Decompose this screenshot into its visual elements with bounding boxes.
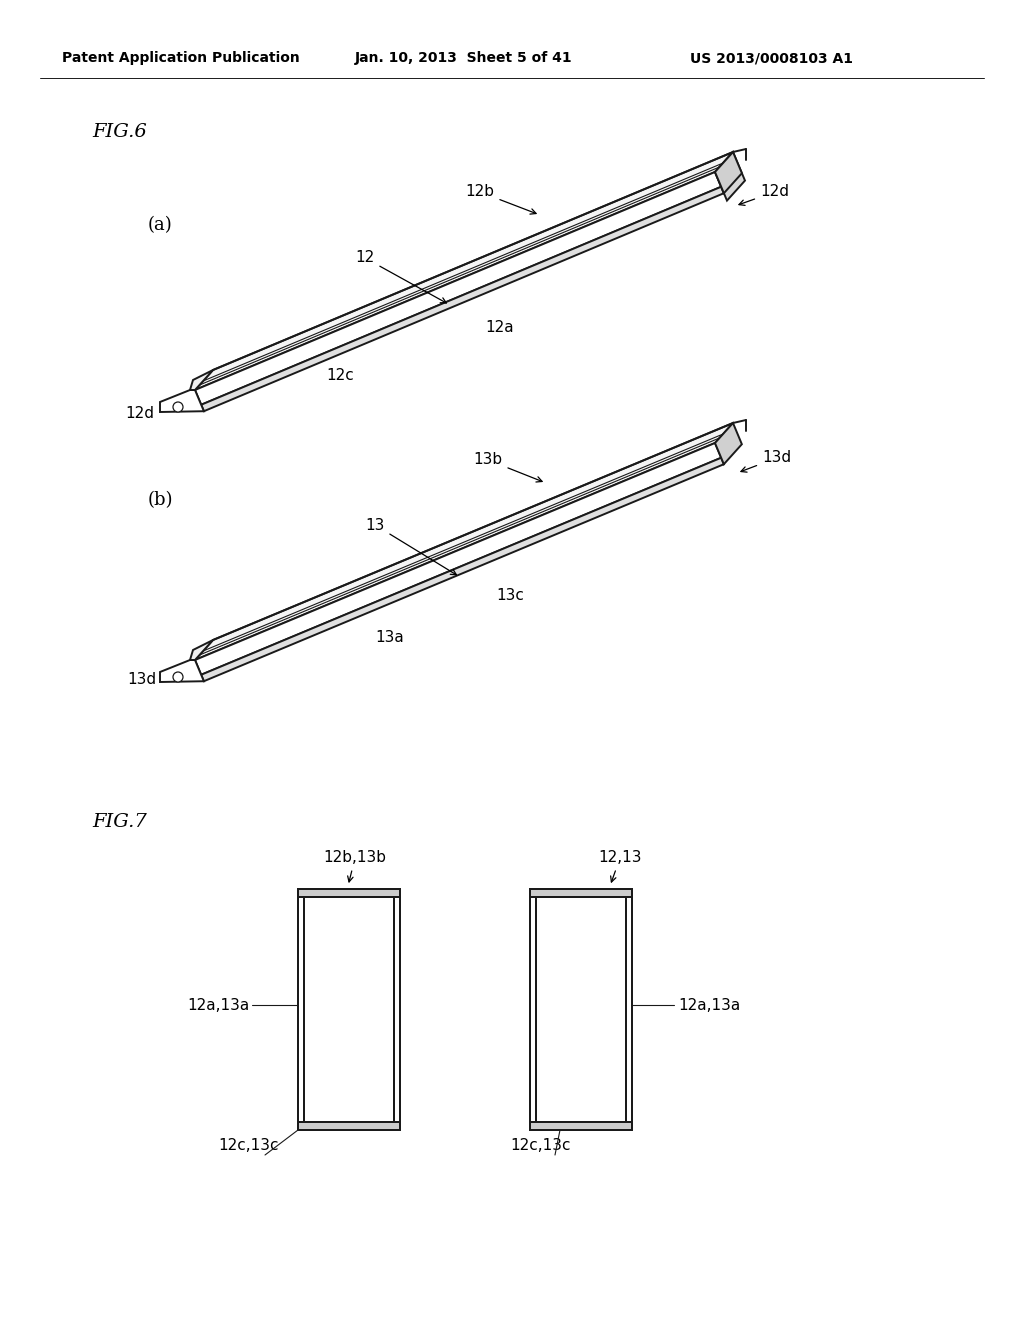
Text: 13: 13 — [366, 517, 457, 574]
Text: 12c,13c: 12c,13c — [510, 1138, 570, 1152]
Text: Patent Application Publication: Patent Application Publication — [62, 51, 300, 65]
Text: FIG.7: FIG.7 — [92, 813, 146, 832]
Text: Jan. 10, 2013  Sheet 5 of 41: Jan. 10, 2013 Sheet 5 of 41 — [355, 51, 572, 65]
Text: 13d: 13d — [127, 672, 157, 688]
Text: 12b,13b: 12b,13b — [324, 850, 386, 882]
Polygon shape — [715, 152, 742, 193]
Polygon shape — [298, 1122, 400, 1130]
Circle shape — [173, 403, 183, 412]
Text: FIG.6: FIG.6 — [92, 123, 146, 141]
Text: (b): (b) — [147, 491, 173, 510]
Polygon shape — [201, 186, 724, 412]
Polygon shape — [626, 898, 632, 1122]
Text: 12a,13a: 12a,13a — [678, 998, 740, 1012]
Text: 12b: 12b — [466, 185, 537, 214]
Text: US 2013/0008103 A1: US 2013/0008103 A1 — [690, 51, 853, 65]
Text: (a): (a) — [147, 216, 172, 234]
Text: 13c: 13c — [496, 587, 524, 602]
Polygon shape — [298, 898, 304, 1122]
Text: 12a,13a: 12a,13a — [187, 998, 250, 1012]
Polygon shape — [195, 152, 733, 389]
Polygon shape — [190, 370, 213, 389]
Polygon shape — [201, 458, 724, 681]
Polygon shape — [190, 640, 213, 660]
Polygon shape — [160, 389, 204, 412]
Text: 13d: 13d — [741, 450, 792, 473]
Polygon shape — [298, 888, 400, 898]
Polygon shape — [394, 898, 400, 1122]
Circle shape — [173, 672, 183, 682]
Polygon shape — [195, 422, 733, 660]
Polygon shape — [160, 660, 204, 682]
Text: 13b: 13b — [473, 453, 542, 482]
Polygon shape — [530, 898, 536, 1122]
Text: 12c,13c: 12c,13c — [218, 1138, 279, 1152]
Text: 12a: 12a — [485, 321, 514, 335]
Polygon shape — [715, 422, 741, 465]
Polygon shape — [530, 888, 632, 898]
Text: 12d: 12d — [739, 185, 790, 206]
Text: 12,13: 12,13 — [598, 850, 642, 882]
Polygon shape — [195, 172, 721, 405]
Text: 12c: 12c — [326, 368, 354, 384]
Polygon shape — [715, 152, 745, 201]
Polygon shape — [195, 444, 721, 675]
Polygon shape — [530, 1122, 632, 1130]
Text: 12d: 12d — [126, 405, 155, 421]
Text: 13a: 13a — [376, 631, 404, 645]
Text: 12: 12 — [355, 251, 446, 304]
